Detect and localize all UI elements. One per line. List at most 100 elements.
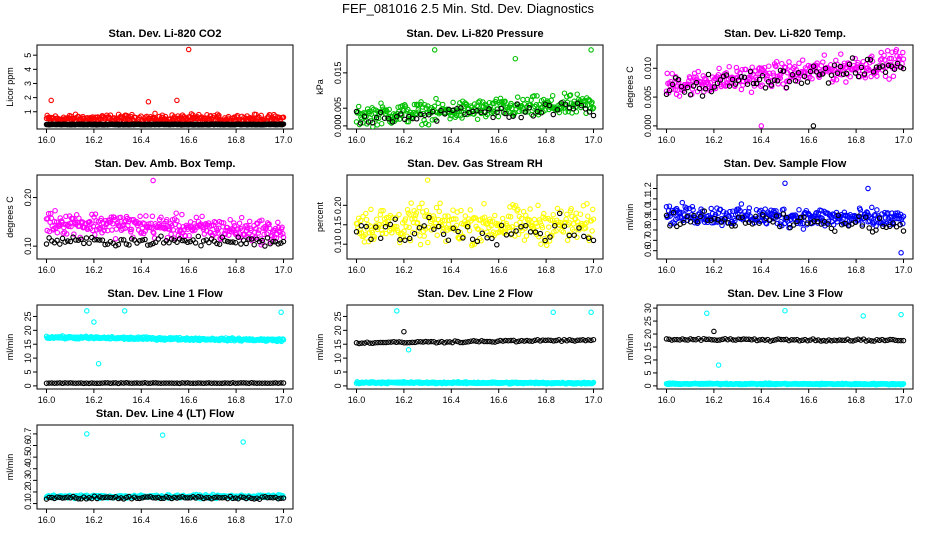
data-point-reference <box>678 83 685 90</box>
data-point-reference <box>574 100 581 107</box>
data-point-reference <box>388 339 394 345</box>
chart-title: Stan. Dev. Li-820 CO2 <box>109 28 222 40</box>
data-point-reference <box>203 494 210 501</box>
y-tick-label: 0 <box>643 383 653 388</box>
data-point-primary <box>542 107 548 113</box>
data-point-primary <box>526 217 533 223</box>
y-tick-label: 0 <box>23 383 33 388</box>
data-point-reference <box>86 380 92 387</box>
data-point-reference <box>861 71 868 77</box>
plot-frame <box>36 44 294 130</box>
y-axis-label: ml/min <box>5 454 15 481</box>
data-point-reference <box>67 238 74 245</box>
data-point-reference <box>895 337 901 344</box>
data-point-reference <box>866 337 872 343</box>
data-point-primary <box>763 220 770 227</box>
data-point-reference <box>46 235 52 241</box>
data-point-outlier <box>278 309 284 316</box>
data-point-reference <box>203 380 210 386</box>
data-point-primary <box>423 207 430 214</box>
data-point-outlier <box>588 47 594 53</box>
data-point-reference <box>795 70 802 76</box>
data-point-reference <box>248 380 255 386</box>
data-point-primary <box>564 211 570 218</box>
data-point-primary <box>199 213 205 220</box>
data-point-primary <box>549 92 556 99</box>
data-point-primary <box>748 89 755 96</box>
data-point-reference <box>490 114 496 121</box>
data-point-reference <box>123 380 130 386</box>
data-point-reference <box>744 81 751 87</box>
data-points <box>43 46 287 128</box>
data-point-outlier <box>121 308 128 314</box>
data-point-reference <box>590 112 597 119</box>
data-point-primary <box>775 81 781 87</box>
data-point-reference <box>179 237 186 244</box>
data-point-reference <box>799 337 806 344</box>
data-point-reference <box>663 212 670 219</box>
x-tick-label: 16.0 <box>348 265 366 275</box>
data-point-primary <box>179 112 186 118</box>
data-point-reference <box>391 338 397 345</box>
data-point-primary <box>562 109 569 115</box>
data-point-primary <box>514 94 521 100</box>
data-point-reference <box>553 337 559 344</box>
data-point-reference <box>46 494 52 501</box>
data-point-primary <box>723 70 730 76</box>
data-point-reference <box>406 339 413 346</box>
data-point-reference <box>168 380 175 386</box>
data-point-outlier <box>898 250 904 256</box>
data-point-reference <box>275 495 281 502</box>
data-point-primary <box>128 226 135 233</box>
data-point-outlier <box>240 439 246 445</box>
data-point-primary <box>393 116 400 123</box>
data-point-reference <box>852 219 859 226</box>
plot-frame <box>36 174 294 260</box>
data-point-reference <box>720 73 727 80</box>
data-point-reference <box>224 380 231 386</box>
data-point-reference <box>876 337 883 344</box>
y-tick-label: 25 <box>643 316 653 326</box>
data-point-primary <box>193 214 200 221</box>
data-point-reference <box>184 239 191 246</box>
data-point-primary <box>253 225 259 232</box>
y-axis-label: ml/min <box>625 204 635 231</box>
plot-frame <box>346 304 604 390</box>
data-point-reference <box>866 225 872 231</box>
data-point-primary <box>670 219 676 226</box>
x-tick-label: 16.4 <box>753 135 771 145</box>
data-point-reference <box>176 236 183 242</box>
data-point-primary <box>63 231 70 237</box>
data-point-reference <box>104 380 111 386</box>
data-point-primary <box>236 220 243 227</box>
data-point-reference <box>859 223 866 229</box>
data-point-reference <box>735 77 742 83</box>
data-point-reference <box>502 337 509 344</box>
data-point-reference <box>254 380 260 386</box>
y-tick-label: 0 <box>333 383 343 388</box>
data-point-reference <box>115 380 122 387</box>
data-point-reference <box>411 230 418 237</box>
y-tick-label: 0.5 <box>23 451 33 464</box>
data-point-reference <box>43 380 50 386</box>
x-tick-label: 16.4 <box>133 515 151 525</box>
data-point-reference <box>369 340 376 347</box>
data-point-primary <box>411 101 418 108</box>
data-point-reference <box>522 109 528 115</box>
data-point-reference <box>431 226 437 232</box>
x-tick-label: 16.8 <box>847 395 865 405</box>
data-point-reference <box>524 337 530 344</box>
data-point-primary <box>156 221 162 228</box>
data-point-reference <box>807 68 814 75</box>
data-point-reference <box>753 213 759 220</box>
data-point-reference <box>669 337 675 343</box>
data-point-reference <box>526 338 533 344</box>
data-point-reference <box>460 339 466 346</box>
data-point-primary <box>501 99 508 105</box>
data-point-reference <box>243 495 249 502</box>
data-point-reference <box>831 62 838 68</box>
data-point-reference <box>814 218 821 225</box>
data-point-reference <box>880 223 886 230</box>
data-point-primary <box>373 216 380 222</box>
data-point-reference <box>768 82 775 88</box>
